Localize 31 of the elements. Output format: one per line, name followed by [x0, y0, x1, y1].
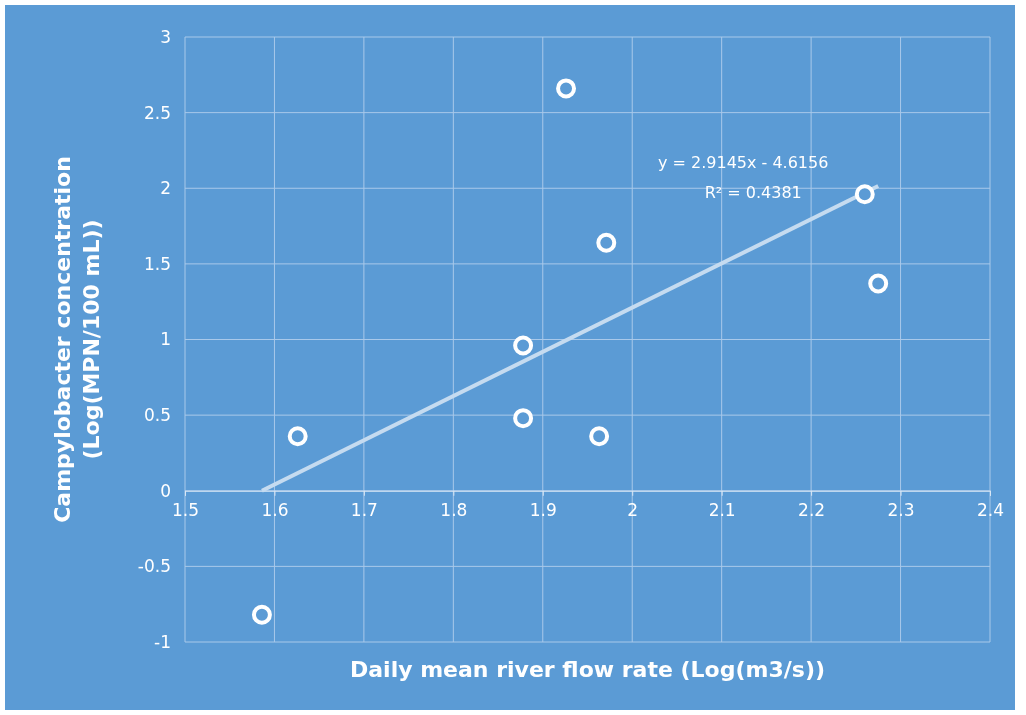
- x-tick-label: 1.7: [350, 499, 378, 520]
- annotation: R² = 0.4381: [704, 182, 802, 202]
- point: [589, 426, 610, 447]
- point: [868, 273, 889, 294]
- point: [251, 604, 272, 625]
- annotation: y = 2.9145x - 4.6156: [657, 152, 829, 172]
- point: [854, 184, 875, 205]
- point: [513, 408, 534, 429]
- point: [556, 78, 577, 99]
- x-tick-label: 2.3: [887, 499, 915, 520]
- y-tick-label: 2: [160, 178, 171, 199]
- y-tick-label: 0: [160, 480, 171, 501]
- point: [596, 232, 617, 253]
- point: [287, 426, 308, 447]
- y-tick-label: 2.5: [143, 102, 171, 123]
- x-tick-label: 1.9: [529, 499, 557, 520]
- x-tick-label: 1.8: [440, 499, 468, 520]
- y-axis-title: Campylobacter concentration (Log(MPN/100 mL)): [50, 156, 104, 523]
- x-axis-title: Daily mean river flow rate (Log(m3/s)): [349, 657, 826, 682]
- y-tick-label: 3: [160, 26, 171, 47]
- x-tick-label: 2: [627, 499, 639, 520]
- x-tick-label: 2.1: [708, 499, 736, 520]
- y-tick-label: 0.5: [143, 405, 171, 426]
- x-tick-label: 2.4: [976, 499, 1005, 520]
- x-tick-label: 1.6: [261, 499, 289, 520]
- y-tick-label: 1.5: [143, 253, 171, 274]
- y-tick-label: -1: [154, 631, 171, 652]
- y-tick-label: 1: [160, 329, 171, 350]
- x-tick-label: 2.2: [798, 499, 826, 520]
- y-tick-label: -0.5: [137, 556, 171, 577]
- point: [513, 335, 534, 356]
